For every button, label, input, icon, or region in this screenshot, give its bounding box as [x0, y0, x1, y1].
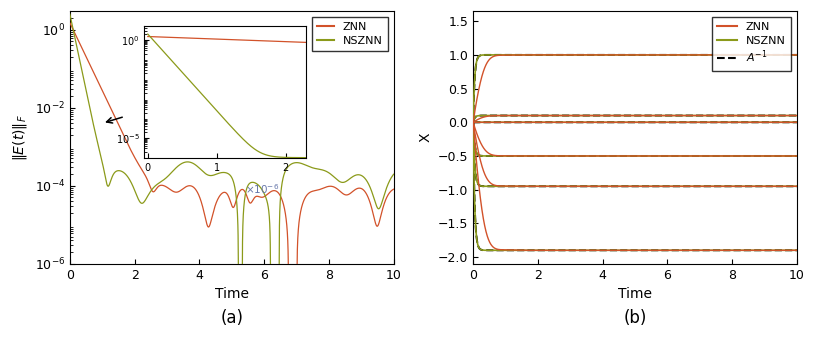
- X-axis label: Time: Time: [618, 287, 652, 301]
- Text: (a): (a): [220, 309, 243, 327]
- Y-axis label: X: X: [419, 133, 432, 142]
- Text: $\times10^{-6}$: $\times10^{-6}$: [245, 182, 279, 195]
- Legend: ZNN, NSZNN: ZNN, NSZNN: [312, 17, 388, 51]
- Y-axis label: $\|E(t)\|_F$: $\|E(t)\|_F$: [11, 114, 29, 161]
- X-axis label: Time: Time: [215, 287, 249, 301]
- Text: (b): (b): [623, 309, 647, 327]
- Legend: ZNN, NSZNN, $A^{-1}$: ZNN, NSZNN, $A^{-1}$: [712, 17, 792, 71]
